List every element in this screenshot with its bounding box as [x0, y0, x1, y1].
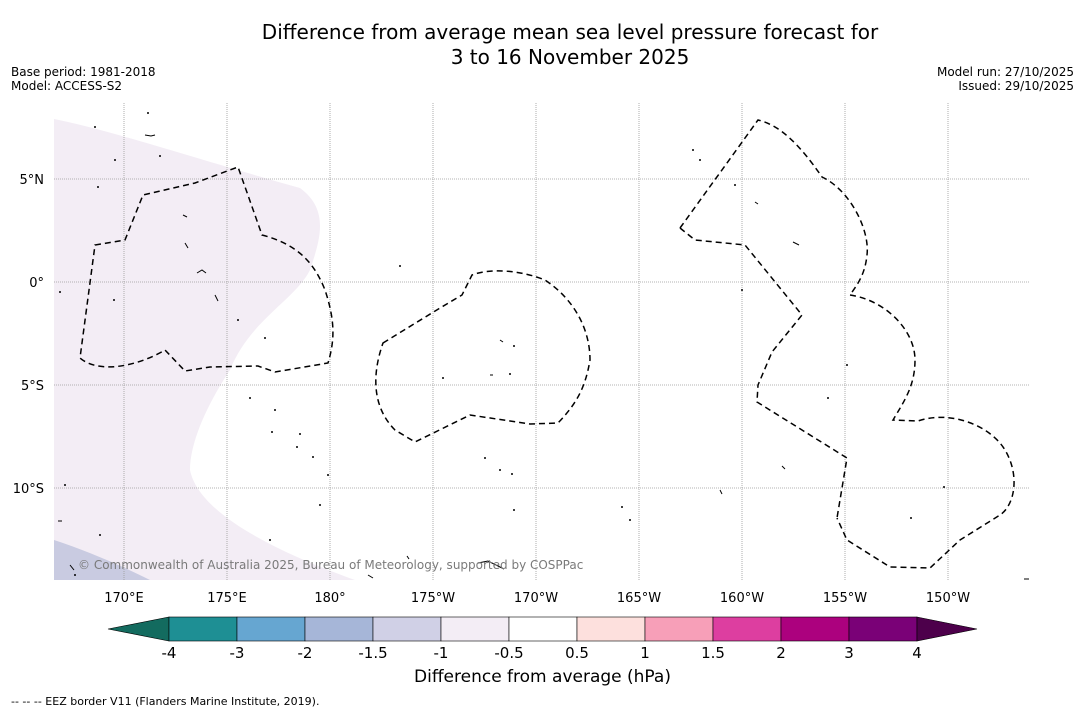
colorbar-bin-10	[780, 616, 850, 642]
colorbar-tick: -1.5	[358, 644, 387, 662]
latitude-gridlines	[54, 178, 1030, 489]
colorbar-bin-6	[508, 616, 578, 642]
model-name: Model: ACCESS-S2	[11, 79, 123, 93]
lat-label-10s: 10°S	[13, 482, 44, 497]
longitude-labels: 170°E 175°E 180° 175°W 170°W 165°W 160°W…	[104, 591, 970, 606]
lon-label-170e: 170°E	[104, 591, 144, 606]
longitude-gridlines	[123, 103, 949, 580]
colorbar-extend-low	[107, 616, 170, 642]
colorbar-tick: -0.5	[494, 644, 523, 662]
colorbar-tick: -3	[230, 644, 245, 662]
eez-border-east-north	[679, 119, 869, 296]
colorbar-tick: 2	[776, 644, 786, 662]
model-run: Model run: 27/10/2025	[936, 65, 1074, 79]
colorbar-tick: -1	[434, 644, 449, 662]
title-line-1: Difference from average mean sea level p…	[261, 20, 879, 44]
colorbar-bin-2	[236, 616, 306, 642]
eez-border-west	[79, 166, 334, 373]
colorbar-bin-7	[576, 616, 646, 642]
colorbar-tick: 3	[844, 644, 854, 662]
colorbar-bin-11	[848, 616, 918, 642]
lon-label-175w: 175°W	[411, 591, 455, 606]
colorbar	[107, 616, 978, 642]
lat-label-5s: 5°S	[21, 379, 44, 394]
colorbar-tick: 4	[912, 644, 922, 662]
issued-date: Issued: 29/10/2025	[958, 79, 1074, 93]
eez-border-central	[375, 270, 591, 443]
lon-label-160w: 160°W	[720, 591, 764, 606]
lat-label-0: 0°	[29, 276, 44, 291]
islands	[58, 134, 1029, 580]
latitude-labels: 5°N 0° 5°S 10°S	[13, 173, 44, 497]
eez-border-east-south	[836, 294, 1015, 569]
colorbar-bin-8	[644, 616, 714, 642]
eez-border-east-middle	[679, 227, 848, 519]
lavender-anomaly-region	[54, 119, 355, 580]
colorbar-tick: -4	[162, 644, 177, 662]
title-line-2: 3 to 16 November 2025	[450, 45, 690, 69]
colorbar-title: Difference from average (hPa)	[414, 667, 671, 687]
lon-label-175e: 175°E	[207, 591, 247, 606]
colorbar-tick: -2	[298, 644, 313, 662]
copyright-notice: © Commonwealth of Australia 2025, Bureau…	[78, 558, 584, 572]
lon-label-170w: 170°W	[514, 591, 558, 606]
blue-anomaly-region	[54, 540, 150, 580]
lon-label-150w: 150°W	[926, 591, 970, 606]
colorbar-extend-high	[916, 616, 978, 642]
lon-label-155w: 155°W	[823, 591, 867, 606]
island-dots	[59, 112, 945, 576]
eez-borders	[79, 119, 1015, 569]
colorbar-bin-3	[304, 616, 374, 642]
map-title: Difference from average mean sea level p…	[0, 20, 1085, 70]
colorbar-bin-1	[168, 616, 238, 642]
colorbar-ticks: -4 -3 -2 -1.5 -1 -0.5 0.5 1 1.5 2 3 4	[162, 644, 922, 662]
colorbar-bin-4	[372, 616, 442, 642]
lon-label-180: 180°	[314, 591, 345, 606]
lat-label-5n: 5°N	[20, 173, 45, 188]
base-period: Base period: 1981-2018	[11, 65, 156, 79]
colorbar-tick: 0.5	[565, 644, 589, 662]
colorbar-tick: 1	[640, 644, 650, 662]
metadata-right: Model run: 27/10/2025 Issued: 29/10/2025	[937, 65, 1074, 93]
colorbar-bin-5	[440, 616, 510, 642]
colorbar-bin-9	[712, 616, 782, 642]
colorbar-tick: 1.5	[701, 644, 725, 662]
lon-label-165w: 165°W	[617, 591, 661, 606]
metadata-left: Base period: 1981-2018 Model: ACCESS-S2	[11, 65, 156, 93]
eez-footnote: -- -- -- EEZ border V11 (Flanders Marine…	[11, 695, 320, 708]
